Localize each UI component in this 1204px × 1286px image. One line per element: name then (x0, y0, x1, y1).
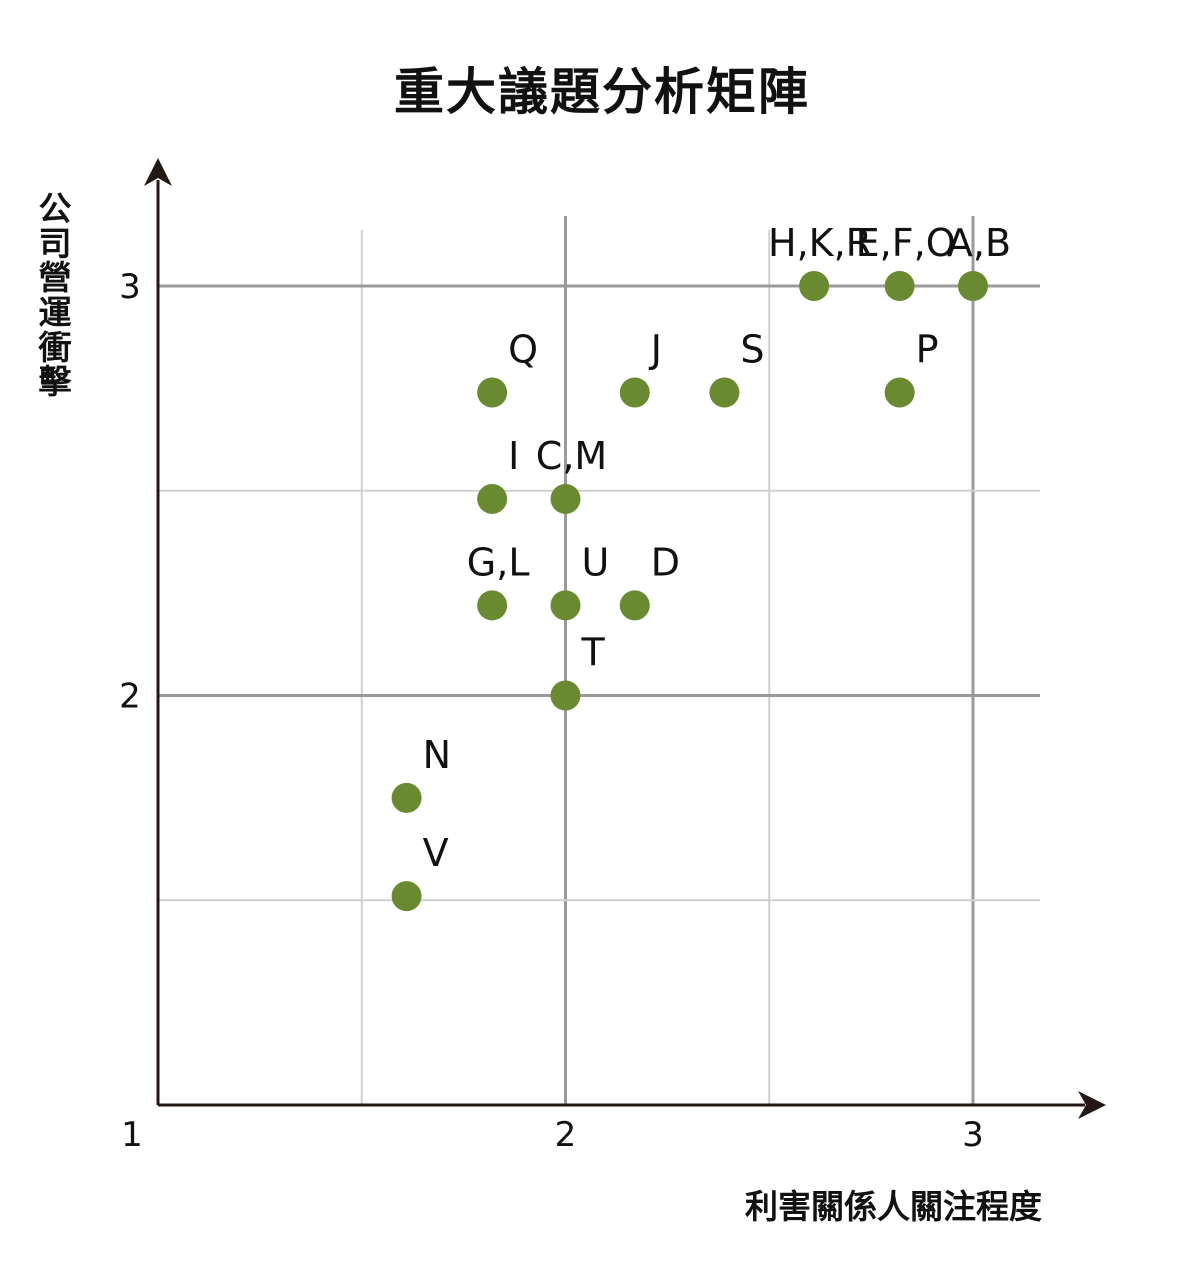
data-point (477, 590, 508, 621)
data-point (884, 377, 915, 408)
data-point (477, 377, 508, 408)
data-point-label: Q (508, 327, 538, 371)
y-tick-label: 2 (119, 677, 141, 717)
x-axis-arrow (1078, 1091, 1106, 1119)
data-point-label: D (651, 540, 680, 584)
data-point (619, 377, 650, 408)
data-point-label: A,B (947, 221, 1011, 265)
data-point (884, 271, 915, 301)
data-point-label: G,L (467, 540, 530, 584)
grid-lines (158, 216, 1040, 1105)
data-point (391, 881, 422, 912)
x-tick-label: 1 (121, 1115, 143, 1155)
data-point-label: V (423, 831, 449, 875)
data-point (391, 782, 422, 813)
y-axis-label: 公司營運衝擊 (38, 189, 72, 402)
data-points: H,K,RE,F,OA,B Q J S P I C,M G,L U D T N V (391, 221, 1011, 912)
data-point-label: C,M (536, 434, 607, 478)
y-tick-label: 3 (119, 267, 141, 307)
x-axis-label: 利害關係人關注程度 (745, 1187, 1042, 1226)
data-point-label: T (581, 631, 606, 675)
data-point-label: H,K,R (768, 221, 872, 265)
tick-labels: 1 2 3 2 3 (119, 267, 984, 1155)
chart-title: 重大議題分析矩陣 (394, 63, 810, 121)
data-point (958, 271, 988, 301)
data-point (550, 483, 581, 514)
y-axis-arrow (144, 158, 172, 186)
data-point-label: E,F,O (856, 221, 956, 265)
axes (144, 158, 1106, 1119)
data-point (550, 680, 581, 711)
data-point-label: I (508, 434, 519, 478)
data-point (619, 590, 650, 621)
data-point-label: J (649, 327, 662, 371)
x-tick-label: 2 (555, 1115, 577, 1155)
data-point-label: P (916, 327, 939, 371)
data-point-label: S (740, 327, 764, 371)
x-tick-label: 3 (962, 1115, 984, 1155)
data-point (477, 483, 508, 514)
data-point-label: U (582, 540, 610, 584)
data-point (709, 377, 740, 408)
data-point (550, 590, 581, 621)
data-point (799, 271, 830, 301)
data-point-label: N (423, 733, 451, 777)
